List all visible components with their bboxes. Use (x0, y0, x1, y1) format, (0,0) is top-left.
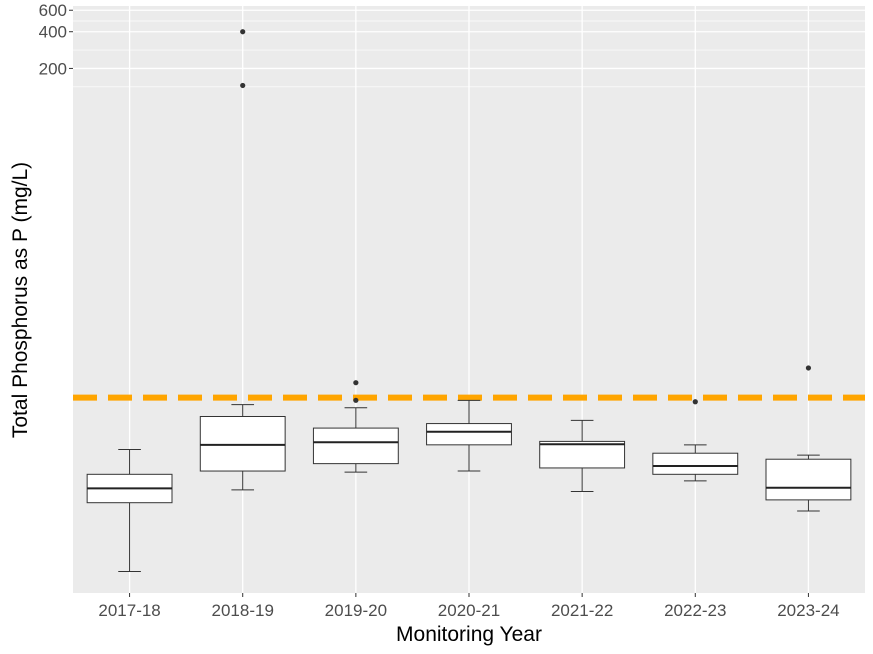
grid-lines (73, 6, 865, 593)
box-2022-23 (652, 399, 739, 482)
boxes-layer (86, 29, 852, 573)
box-iqr (426, 423, 512, 446)
outlier-point (805, 365, 812, 371)
box-iqr (312, 427, 399, 465)
outlier-point (353, 380, 359, 386)
box-iqr (652, 452, 739, 475)
box-iqr (765, 458, 852, 501)
x-axis-ticks: 2017-18 2018-19 2019-20 2020-21 2021-22 2022-… (98, 593, 840, 620)
box-2023-24 (765, 365, 852, 512)
x-tick-label: 2023-24 (777, 601, 839, 620)
x-tick-label: 2022-23 (664, 601, 726, 620)
y-tick-label: 600 (39, 1, 67, 20)
x-tick-label: 2018-19 (212, 601, 274, 620)
box-2018-19 (199, 29, 286, 491)
y-tick-label: 400 (39, 23, 67, 42)
x-tick-label: 2020-21 (438, 601, 500, 620)
y-axis-ticks: 200 400 600 (39, 1, 73, 78)
box-2019-20 (312, 380, 399, 473)
outlier-point (692, 399, 698, 405)
box-2020-21 (426, 399, 512, 472)
y-tick-label: 200 (39, 59, 67, 78)
box-2021-22 (539, 419, 626, 492)
y-axis-title: Total Phosphorus as P (mg/L) (9, 162, 32, 438)
x-tick-label: 2017-18 (98, 601, 160, 620)
box-iqr (539, 440, 626, 469)
outlier-point (240, 29, 246, 35)
outlier-point (240, 82, 246, 89)
x-tick-label: 2021-22 (551, 601, 613, 620)
box-2017-18 (86, 449, 173, 573)
box-iqr (199, 415, 286, 472)
x-tick-label: 2019-20 (325, 601, 387, 620)
outlier-point (353, 397, 359, 403)
x-axis-title: Monitoring Year (396, 623, 542, 646)
